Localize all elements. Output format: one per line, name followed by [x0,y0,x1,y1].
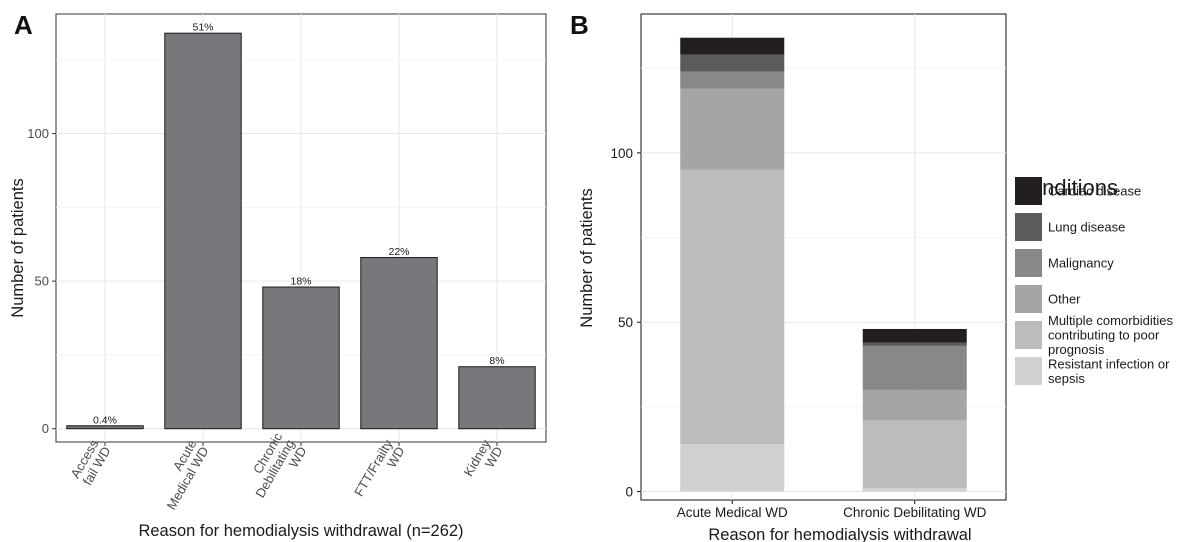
panel-a: A 0.4% 51% 18% 22% 8% 0 50 100 Accessfail WD Ac… [9,10,547,540]
x-tick-label: KidneyWD [461,437,506,486]
x-tick-label-line: FTT/Frailty [351,437,396,499]
y-tick-label: 50 [618,315,633,330]
stacked-bar-segment [680,54,785,72]
panel-b-x-axis-title: Reason for hemodialysis withdrawal [708,526,971,542]
legend-key [1015,321,1042,349]
panel-b: B 0 50 100 Acute Medical WD Chronic Debilit… [570,10,1173,542]
legend-label-line: prognosis [1048,342,1105,357]
legend-label-line: contributing to poor [1048,328,1160,343]
legend-label-line: Other [1048,292,1081,307]
legend-key [1015,357,1042,385]
stacked-bar-segment [680,37,785,55]
legend-key [1015,285,1042,313]
panel-a-grid [56,14,546,442]
bar [360,257,438,430]
legend-label-line: Resistant infection or [1048,356,1170,371]
panel-a-data-labels: 0.4% 51% 18% 22% 8% [93,22,505,427]
legend-label-line: sepsis [1048,371,1085,386]
y-tick-label: 100 [610,146,633,161]
legend-label: Malignancy [1048,256,1114,271]
x-tick-label: AcuteMedical WD [151,437,211,512]
bar-value-label: 51% [192,22,213,34]
bar [164,32,242,430]
legend-label: Other [1048,292,1081,307]
legend-label-line: Cardiac disease [1048,184,1141,199]
x-tick-label: FTT/FrailtyWD [351,437,408,506]
y-tick-label: 0 [42,421,49,436]
legend-label: Resistant infection or sepsis [1048,356,1170,386]
legend-key [1015,177,1042,205]
stacked-bar-segment [680,71,785,89]
panel-b-stacked-bars [680,37,967,492]
stacked-bar-segment [680,444,785,492]
stacked-bar-segment [862,342,967,346]
panel-a-letter: A [14,10,33,40]
panel-b-y-axis-title: Number of patients [578,188,596,327]
legend-label: Lung disease [1048,220,1125,235]
stacked-bar-segment [862,420,967,489]
legend-key [1015,213,1042,241]
bar [458,366,536,430]
stacked-bar-segment [862,488,967,492]
x-tick-label: Acute Medical WD [677,505,788,520]
panel-a-x-axis-title: Reason for hemodialysis withdrawal (n=26… [138,522,463,540]
y-tick-label: 100 [27,126,49,141]
y-tick-label: 50 [35,274,49,289]
legend-label: Cardiac disease [1048,184,1141,199]
stacked-bar-segment [680,88,785,170]
stacked-bar-segment [862,389,967,421]
legend-label-line: Malignancy [1048,256,1114,271]
x-tick-label: Accessfail WD [68,437,114,488]
bar [262,286,340,430]
y-tick-label: 0 [625,485,633,500]
bar-value-label: 22% [388,246,409,258]
legend-label: Multiple comorbidities contributing to po… [1048,313,1173,357]
stacked-bar-segment [862,328,967,343]
legend-label-line: Lung disease [1048,220,1125,235]
x-tick-label: Chronic Debilitating WD [843,505,987,520]
stacked-bar-segment [680,169,785,445]
panel-b-letter: B [570,10,589,40]
legend-label-line: Multiple comorbidities [1048,313,1173,328]
panel-b-y-ticks: 0 50 100 [610,146,641,500]
bar [66,425,144,430]
bar-value-label: 0.4% [93,414,117,426]
panel-a-y-ticks: 0 50 100 [27,126,56,436]
stacked-bar-segment [862,345,967,390]
legend-key [1015,249,1042,277]
bar-value-label: 18% [290,276,311,288]
panel-b-x-ticks: Acute Medical WD Chronic Debilitating WD [677,500,987,520]
panel-a-bars [66,32,536,430]
panel-a-y-axis-title: Number of patients [9,178,27,317]
bar-value-label: 8% [489,355,504,367]
